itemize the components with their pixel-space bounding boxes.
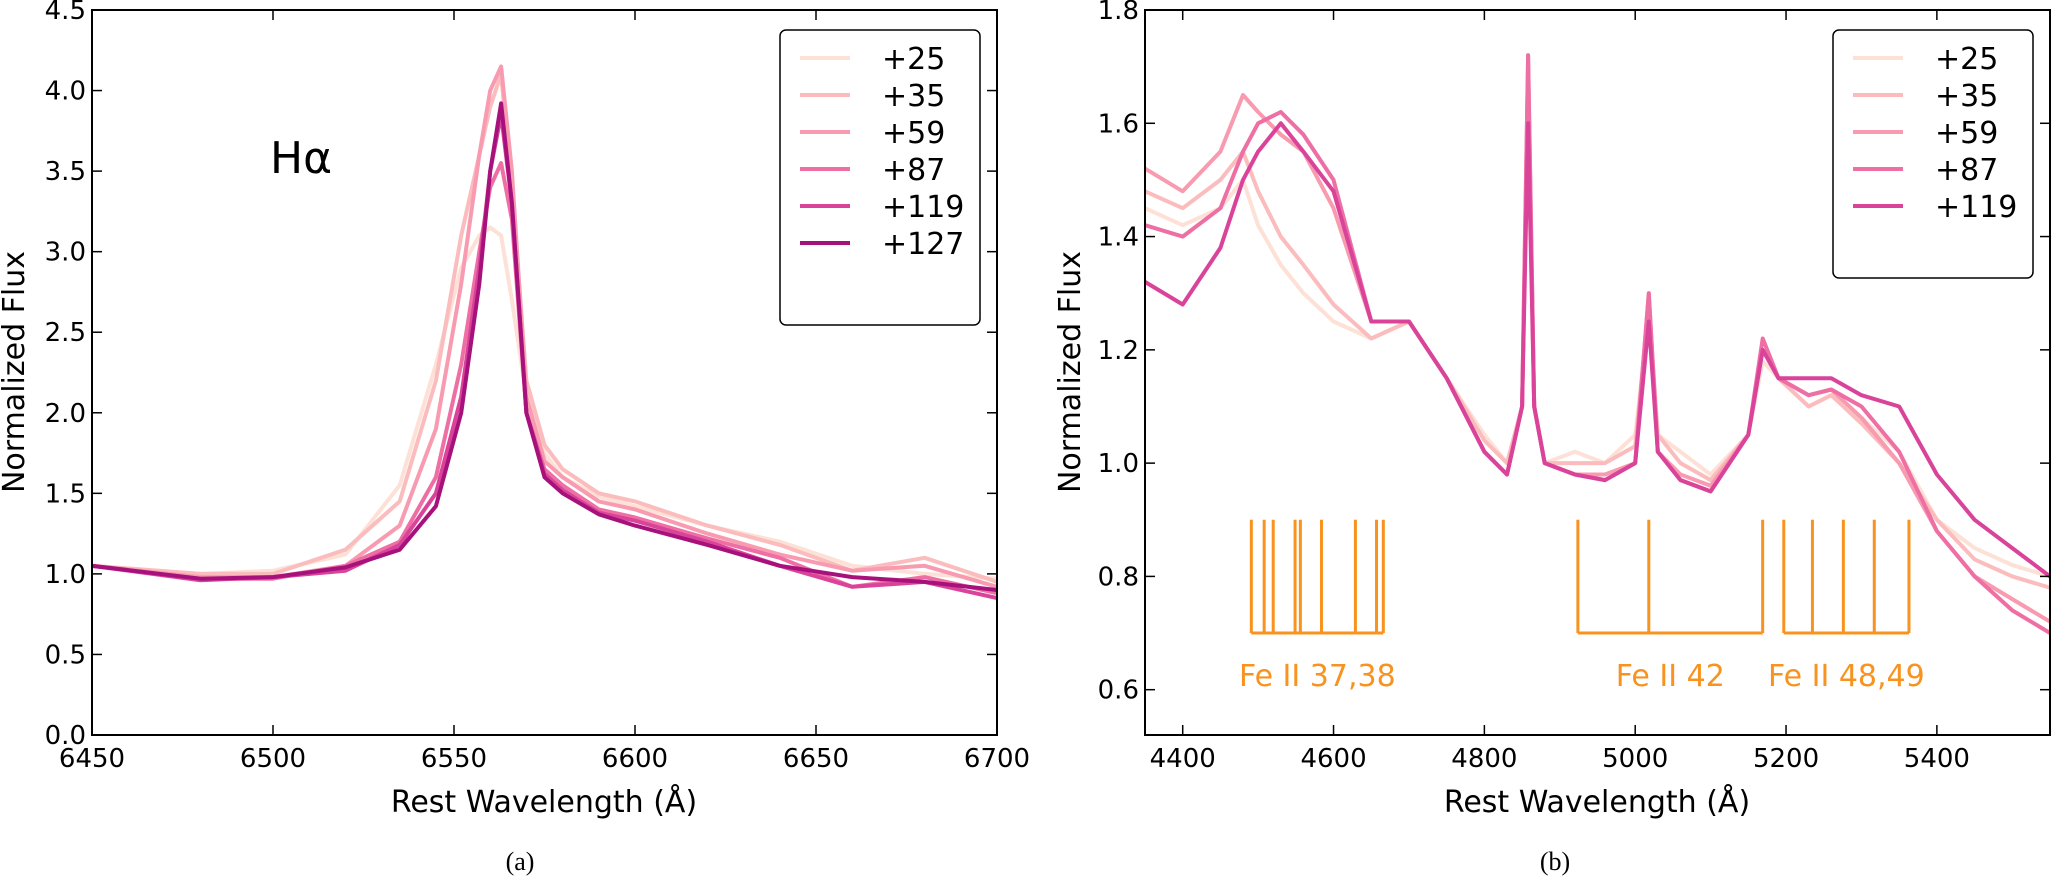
x-tick-label: 4400	[1150, 744, 1216, 774]
series-line-plus127	[92, 101, 997, 592]
panel-b-legend: +25+35+59+87+119	[1832, 29, 2034, 279]
y-tick-label: 0.0	[45, 721, 86, 751]
y-tick-label: 0.5	[45, 640, 86, 670]
y-tick-label: 4.5	[45, 0, 86, 26]
y-tick-label: 1.0	[45, 560, 86, 590]
y-tick-label: 1.0	[1098, 449, 1139, 479]
y-tick-label: 2.5	[45, 318, 86, 348]
legend-label: +59	[1935, 116, 1998, 151]
legend-label: +35	[1935, 79, 1998, 114]
y-tick-label: 1.8	[1098, 0, 1139, 26]
panel-a-series-group	[92, 64, 997, 601]
panel-b-ticks: 4400 4600 4800 5000 5200 5400 0.6 0.8 1.0 1.2 1.4 1…	[1098, 0, 2050, 774]
y-tick-label: 3.0	[45, 238, 86, 268]
panel-a-annotation: Hα	[270, 133, 332, 184]
x-tick-label: 6550	[421, 744, 487, 774]
panel-a-ticks: 6450 6500 6550 6600 6650 6700 0.0 0.5 1.0 1.5 2.0 2…	[45, 0, 1030, 774]
x-tick-label: 4600	[1300, 744, 1366, 774]
panel-b-legend-items: +25+35+59+87+119	[1853, 42, 2017, 225]
legend-label: +25	[1935, 42, 1998, 77]
panel-b-legend-box	[1832, 29, 2034, 279]
feii-label: Fe II 42	[1616, 659, 1725, 694]
x-tick-label: 6450	[59, 744, 125, 774]
panel-a-legend-items: +25+35+59+87+119+127	[800, 42, 964, 262]
panel-b: Fe II 37,38 Fe II 42 Fe II 48,49 4400 4600 4…	[1053, 0, 2051, 876]
feii-label: Fe II 37,38	[1239, 659, 1396, 694]
panel-b-caption: (b)	[1540, 847, 1570, 876]
panel-a-caption: (a)	[506, 847, 535, 876]
panel-b-axes-frame	[1144, 9, 2051, 736]
feii-label: Fe II 48,49	[1768, 659, 1925, 694]
x-tick-label: 5000	[1602, 744, 1668, 774]
legend-label: +59	[882, 116, 945, 151]
legend-label: +87	[1935, 153, 1998, 188]
y-tick-label: 0.8	[1098, 562, 1139, 592]
y-tick-label: 1.4	[1098, 223, 1139, 253]
legend-label: +119	[1935, 190, 2017, 225]
y-tick-label: 1.6	[1098, 109, 1139, 139]
panel-a-ylabel: Normalized Flux	[0, 251, 32, 493]
y-tick-label: 1.2	[1098, 336, 1139, 366]
panel-b-xlabel: Rest Wavelength (Å)	[1444, 784, 1750, 820]
x-tick-label: 6600	[602, 744, 668, 774]
panel-b-ylabel: Normalized Flux	[1053, 251, 1088, 493]
y-tick-label: 4.0	[45, 77, 86, 107]
panel-a-legend: +25+35+59+87+119+127	[779, 29, 981, 326]
series-line-plus59	[92, 64, 997, 589]
x-tick-label: 4800	[1451, 744, 1517, 774]
series-line-plus35	[1145, 76, 2050, 590]
panel-a-legend-box	[779, 29, 981, 326]
y-tick-label: 3.5	[45, 157, 86, 187]
legend-label: +127	[882, 227, 964, 262]
panel-a-axes-frame	[91, 9, 998, 736]
x-tick-label: 6500	[240, 744, 306, 774]
legend-label: +87	[882, 153, 945, 188]
legend-label: +35	[882, 79, 945, 114]
series-line-plus119	[1145, 121, 2050, 579]
legend-label: +25	[882, 42, 945, 77]
x-tick-label: 5400	[1904, 744, 1970, 774]
x-tick-label: 6650	[783, 744, 849, 774]
panel-b-series-group	[1145, 53, 2050, 635]
panel-b-feii-markers: Fe II 37,38 Fe II 42 Fe II 48,49	[1239, 519, 1925, 694]
x-tick-label: 6700	[964, 744, 1030, 774]
panel-a-xlabel: Rest Wavelength (Å)	[391, 784, 697, 820]
y-tick-label: 1.5	[45, 479, 86, 509]
y-tick-label: 0.6	[1098, 676, 1139, 706]
y-tick-label: 2.0	[45, 399, 86, 429]
legend-label: +119	[882, 190, 964, 225]
panel-a: 6450 6500 6550 6600 6650 6700 0.0 0.5 1.0 1.5 2.0 2…	[0, 0, 1030, 876]
x-tick-label: 5200	[1753, 744, 1819, 774]
